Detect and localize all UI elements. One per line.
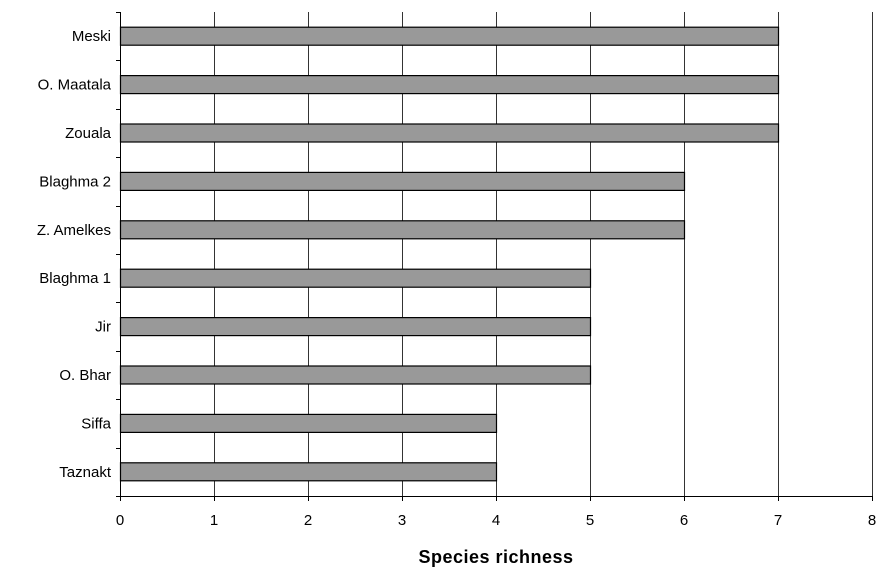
bar [119,413,498,433]
x-tick-label: 1 [210,512,218,529]
y-tick-label: Taznakt [59,464,112,481]
y-tick-label: Blaghma 2 [39,173,111,190]
x-tick-label: 7 [774,512,782,529]
y-tick-label: O. Maatala [38,77,112,94]
y-tick-label: Blaghma 1 [39,270,111,287]
y-tick-label: Jir [95,319,111,336]
x-tick-label: 8 [868,512,876,529]
x-tick-label: 5 [586,512,594,529]
bar [119,268,592,288]
x-axis-title: Species richness [418,547,573,567]
bar [119,220,686,240]
x-tick-label: 2 [304,512,312,529]
bar [119,74,780,95]
x-tick-label: 6 [680,512,688,529]
bar [119,123,780,143]
x-tick-label: 4 [492,512,500,529]
labels: 0 1 2 3 4 5 6 7 8 Meski O. Maatala Zouala Blaghma 2 Z… [37,12,876,529]
bar [119,365,592,385]
x-tick-label: 3 [398,512,406,529]
y-tick-label: Zouala [65,125,112,142]
bar [119,317,592,337]
x-tick-label: 0 [116,512,124,529]
y-tick-label: O. Bhar [59,367,111,384]
bar [119,462,498,482]
bars [119,26,780,482]
bar [119,26,780,46]
y-tick-label: Z. Amelkes [37,222,111,239]
bar [119,171,686,191]
y-tick-label: Siffa [81,415,111,432]
y-tick-label: Meski [72,28,111,45]
